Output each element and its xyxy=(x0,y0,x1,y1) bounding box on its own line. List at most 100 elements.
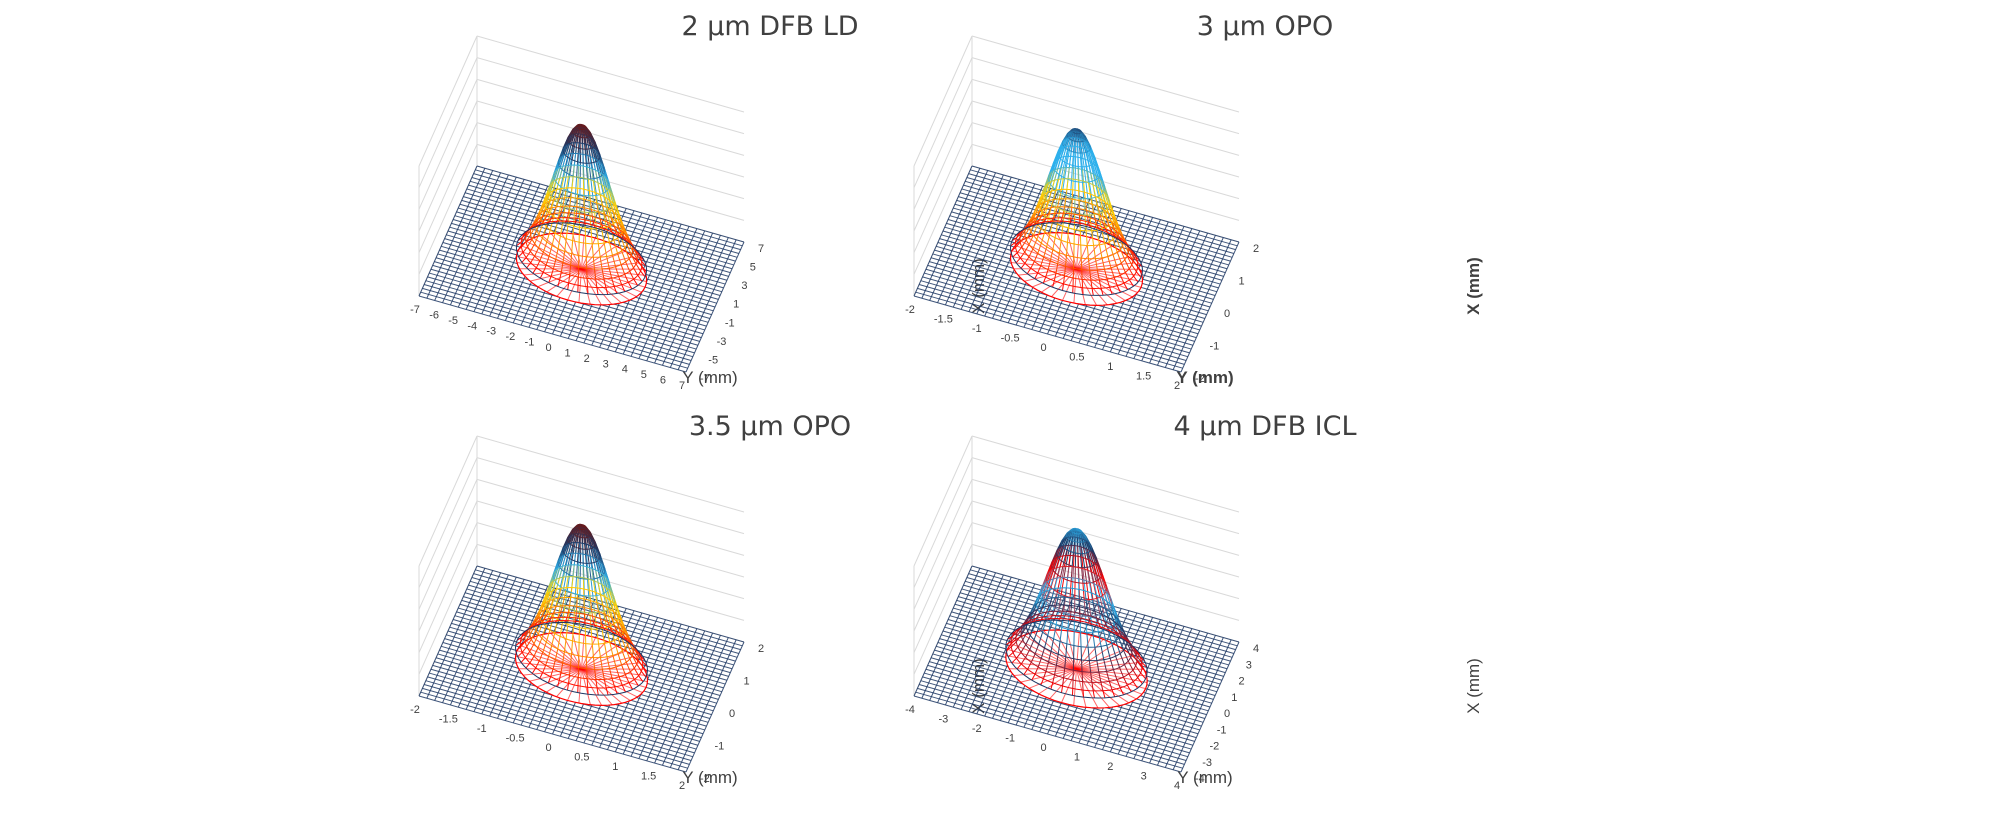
peak-spoke-segment xyxy=(538,237,543,249)
peak-ring xyxy=(1019,217,1134,281)
peak-spoke-segment xyxy=(1124,272,1130,281)
peak-spoke-segment xyxy=(1084,215,1087,231)
peak-spoke-segment xyxy=(1108,681,1113,690)
peak-spoke-segment xyxy=(595,279,598,288)
base-mesh-line xyxy=(432,664,700,742)
peak-spoke-segment xyxy=(536,212,542,221)
peak-spoke-segment xyxy=(1071,588,1073,598)
peak-spoke-segment xyxy=(1059,627,1063,642)
peak-spoke-segment xyxy=(603,242,608,257)
peak-spoke-segment xyxy=(1042,601,1048,616)
peak-spoke-segment xyxy=(1078,542,1081,554)
peak-spoke-segment xyxy=(556,556,562,569)
back-gridline xyxy=(418,122,478,253)
peak-spoke-segment xyxy=(617,237,623,251)
peak-spoke-segment xyxy=(1063,549,1068,563)
peak-spoke-segment xyxy=(548,181,554,194)
peak-spoke-segment xyxy=(1102,192,1108,209)
base-mesh-line xyxy=(1125,626,1185,757)
peak-spoke-segment xyxy=(1063,668,1066,678)
peak-spoke-segment xyxy=(625,662,631,672)
peak-spoke-segment xyxy=(552,259,557,269)
peak-spoke-segment xyxy=(1081,659,1083,672)
peak-spoke-segment xyxy=(590,600,593,610)
peak-spoke-segment xyxy=(549,179,556,194)
peak-spoke-segment xyxy=(1039,194,1045,205)
base-mesh-line xyxy=(638,628,698,759)
peak-spoke-segment xyxy=(589,537,594,548)
peak-ring xyxy=(1066,131,1087,143)
peak-spoke-segment xyxy=(1092,602,1096,612)
peak-spoke-segment xyxy=(530,629,537,640)
peak-spoke-segment xyxy=(1111,689,1116,697)
peak-ring xyxy=(1033,198,1120,247)
x-tick-label: -1 xyxy=(525,337,535,349)
peak-ring xyxy=(576,523,587,530)
back-gridline xyxy=(971,35,1240,113)
peak-spoke-segment xyxy=(558,552,564,566)
base-mesh-line xyxy=(422,287,690,365)
peak-spoke-segment xyxy=(1096,230,1100,245)
peak-ring xyxy=(1040,576,1113,617)
peak-spoke-segment xyxy=(1066,150,1070,164)
peak-spoke-segment xyxy=(563,565,567,578)
peak-spoke-segment xyxy=(1048,570,1054,585)
peak-spoke-segment xyxy=(1060,146,1065,158)
base-mesh-line xyxy=(685,241,745,373)
peak-spoke-segment xyxy=(544,592,550,604)
peak-spoke-segment xyxy=(1112,239,1118,253)
peak-spoke-segment xyxy=(1091,153,1097,167)
peak-spoke-segment xyxy=(591,547,597,562)
base-mesh-line xyxy=(429,672,697,750)
peak-spoke-segment xyxy=(568,134,573,144)
peak-spoke-segment xyxy=(569,597,572,606)
peak-spoke-segment xyxy=(601,228,605,244)
peak-spoke-segment xyxy=(1081,152,1085,167)
peak-ring xyxy=(524,616,639,681)
peak-spoke-segment xyxy=(1055,609,1060,626)
x-tick-label: -2 xyxy=(905,304,915,316)
x-ticks: -7 -6 -5 -4 -3 -2 -1 0 1 2 3 4 5 6 7 xyxy=(410,304,685,392)
peak-spoke-segment xyxy=(1136,655,1143,663)
panel-3-5um-opo: 3.5 µm OPO -2-1.5-1-0.500.511.52 210-1-2… xyxy=(410,411,988,792)
peak-spoke-segment xyxy=(1010,641,1017,648)
peak-spoke-segment xyxy=(1061,611,1065,628)
peak-spoke-segment xyxy=(597,211,601,220)
peak-spoke-segment xyxy=(1091,561,1097,575)
peak-ring xyxy=(1060,536,1093,555)
peak-ring xyxy=(533,605,630,659)
peak-spoke-segment xyxy=(1024,226,1031,236)
peak-spoke-segment xyxy=(564,190,568,207)
peak-spoke-segment xyxy=(1097,176,1102,190)
peak-spoke-segment xyxy=(1042,618,1047,633)
peak-spoke-segment xyxy=(596,602,600,612)
peak-spoke-segment xyxy=(1131,652,1138,662)
peak-spoke-segment xyxy=(1093,212,1096,220)
x-tick-label: 2 xyxy=(584,353,590,365)
peak-spoke-segment xyxy=(576,161,579,178)
peak-spoke-segment xyxy=(606,221,611,229)
y-tick-label: -1 xyxy=(1210,341,1220,353)
peak-spoke-segment xyxy=(578,524,581,528)
peak-spoke-segment xyxy=(599,577,604,594)
peak-spoke-segment xyxy=(1067,566,1070,578)
peak-spoke-segment xyxy=(576,548,579,562)
peak-spoke-segment xyxy=(601,628,605,644)
peak-spoke-segment xyxy=(633,667,640,676)
base-mesh-line xyxy=(630,626,690,757)
back-gridline xyxy=(476,543,745,621)
peak-spoke-segment xyxy=(525,651,531,658)
peak-spoke-segment xyxy=(588,563,592,580)
base-mesh-line xyxy=(1180,241,1240,373)
x-tick-label: 3 xyxy=(603,358,609,370)
peak-spoke-segment xyxy=(543,614,548,621)
peak-ring xyxy=(1014,220,1139,290)
peak-spoke-segment xyxy=(599,657,603,670)
peak-spoke-segment xyxy=(563,156,569,172)
peak-spoke-segment xyxy=(525,230,531,238)
peak-spoke-segment xyxy=(1108,241,1114,255)
peak-spoke-segment xyxy=(535,260,541,268)
back-gridline xyxy=(971,122,1240,200)
peak-spoke-segment xyxy=(603,643,608,657)
peak-spoke-segment xyxy=(1115,656,1120,668)
